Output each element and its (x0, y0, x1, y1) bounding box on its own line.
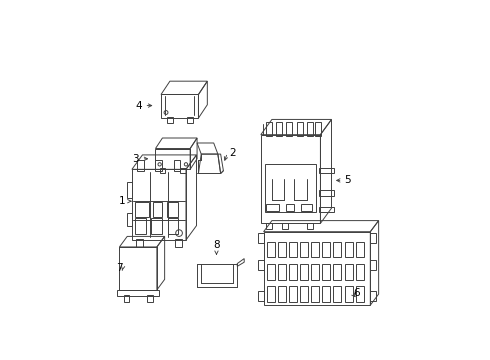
Bar (301, 204, 312, 211)
Bar (147, 296, 153, 302)
Bar (278, 286, 286, 302)
Text: 6: 6 (354, 288, 360, 298)
Bar (307, 223, 313, 229)
Bar (258, 291, 264, 301)
Bar (356, 242, 364, 257)
Bar (135, 218, 146, 234)
Bar (138, 160, 145, 171)
Text: 5: 5 (344, 175, 351, 185)
Bar (334, 242, 342, 257)
Bar (319, 207, 334, 212)
Bar (356, 264, 364, 280)
Bar (282, 223, 288, 229)
Bar (276, 122, 282, 136)
Text: 2: 2 (229, 148, 236, 158)
Bar (187, 117, 193, 123)
Bar (370, 233, 376, 243)
Bar (151, 218, 162, 234)
Bar (307, 122, 313, 136)
Text: 3: 3 (132, 154, 139, 164)
Bar (322, 264, 330, 280)
Bar (334, 264, 342, 280)
Bar (319, 168, 334, 174)
Bar (300, 264, 308, 280)
Text: 4: 4 (135, 100, 142, 111)
Bar (267, 223, 272, 229)
Bar (297, 122, 303, 136)
Bar (300, 242, 308, 257)
Bar (289, 242, 297, 257)
Bar (322, 242, 330, 257)
Bar (300, 286, 308, 302)
Bar (315, 122, 321, 136)
Bar (370, 260, 376, 270)
Bar (356, 286, 364, 302)
Bar (173, 160, 180, 171)
Bar (123, 296, 129, 302)
Bar (370, 291, 376, 301)
Bar (265, 163, 316, 212)
Bar (258, 260, 264, 270)
Bar (344, 242, 352, 257)
Bar (267, 286, 275, 302)
Bar (267, 122, 272, 136)
Bar (127, 183, 132, 198)
Bar (267, 264, 275, 280)
Bar (311, 264, 319, 280)
Bar (136, 239, 143, 247)
Bar (155, 160, 162, 171)
Bar (167, 117, 172, 123)
Bar (135, 202, 148, 217)
Bar (258, 233, 264, 243)
Bar (286, 204, 294, 211)
Text: 8: 8 (213, 240, 220, 250)
Text: 1: 1 (119, 196, 125, 206)
Bar (334, 286, 342, 302)
Bar (267, 204, 279, 211)
Bar (278, 264, 286, 280)
Bar (267, 242, 275, 257)
Bar (180, 168, 186, 174)
Bar (289, 264, 297, 280)
Bar (322, 286, 330, 302)
Bar (286, 122, 292, 136)
Bar (278, 242, 286, 257)
Bar (344, 286, 352, 302)
Bar (344, 264, 352, 280)
Bar (160, 168, 165, 174)
Bar (289, 286, 297, 302)
Bar (311, 242, 319, 257)
Bar (168, 218, 178, 234)
Bar (153, 202, 162, 217)
Bar (167, 202, 178, 217)
Bar (127, 213, 132, 226)
Bar (311, 286, 319, 302)
Bar (319, 190, 334, 196)
Bar (175, 239, 182, 247)
Text: 7: 7 (116, 263, 122, 273)
